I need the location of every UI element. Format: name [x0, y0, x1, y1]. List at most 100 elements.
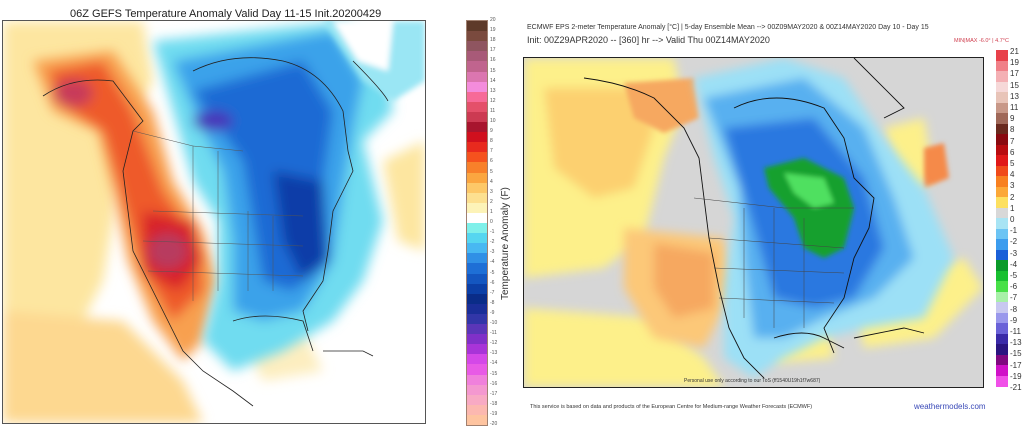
ecmwf-colorbar-tick-label: -17 [1010, 360, 1022, 370]
gefs-colorbar-segment [467, 273, 487, 285]
ecmwf-colorbar-segment [996, 207, 1008, 219]
gefs-colorbar-tick-label: -19 [490, 410, 498, 417]
ecmwf-warm-west-us [624, 228, 734, 348]
ecmwf-map-graphic: Personal use only according to our ToS (… [524, 58, 983, 387]
gefs-colorbar-tick-label: 13 [490, 87, 496, 94]
gefs-colorbar-segment [467, 212, 487, 224]
gefs-colorbar-segment [467, 344, 487, 355]
ecmwf-colorbar-segment [996, 123, 1008, 135]
gefs-colorbar-segment [467, 334, 487, 345]
gefs-colorbar-tick-label: -1 [490, 229, 495, 236]
gefs-colorbar-segment [467, 41, 487, 52]
ecmwf-colorbar-segment [996, 291, 1008, 303]
ecmwf-colorbar-segment [996, 186, 1008, 198]
gefs-colorbar-tick-label: 0 [490, 219, 493, 225]
ecmwf-colorbar-segment [996, 354, 1008, 366]
gefs-colorbar-tick-label: 12 [490, 97, 496, 104]
ecmwf-colorbar-segment [996, 344, 1008, 355]
ecmwf-colorbar-tick-label: -7 [1010, 293, 1018, 303]
ecmwf-colorbar-segment [996, 102, 1008, 114]
gefs-colorbar-tick-label: -10 [490, 320, 498, 326]
ecmwf-colorbar-segment [996, 333, 1008, 345]
gefs-anomaly-map [2, 20, 426, 424]
ecmwf-colorbar-segment [996, 302, 1008, 313]
ecmwf-minmax: MIN|MAX -6.0° | 4.7°C [954, 38, 1009, 44]
gefs-colorbar-segment [467, 31, 487, 42]
gefs-colorbar-tick-label: -3 [490, 249, 495, 256]
ecmwf-colorbar-tick-label: -9 [1010, 315, 1018, 325]
ecmwf-colorbar-segment [996, 228, 1008, 240]
ecmwf-colorbar-tick-label: -3 [1010, 248, 1018, 258]
gefs-colorbar-tick-label: -15 [490, 370, 498, 377]
gefs-colorbar-segment [467, 192, 487, 204]
ecmwf-colorbar-segment [996, 71, 1008, 82]
gefs-colorbar-segment [467, 91, 487, 103]
state-borders [132, 130, 304, 301]
gefs-colorbar-segment [467, 202, 487, 214]
gefs-colorbar-segment [467, 81, 487, 93]
gefs-colorbar-tick-label: 8 [490, 138, 493, 145]
ecmwf-borders [693, 197, 854, 328]
ecmwf-colorbar-segment [996, 365, 1008, 376]
ecmwf-colorbar-tick-label: -4 [1010, 259, 1018, 269]
ecmwf-colorbar-segment [996, 323, 1008, 334]
ecmwf-colorbar-tick-label: 4 [1010, 170, 1015, 180]
ecmwf-colorbar-segment [996, 375, 1008, 387]
gefs-colorbar-segment [467, 374, 487, 386]
gefs-colorbar-tick-label: 10 [490, 118, 496, 124]
ecmwf-colorbar-tick-label: -15 [1010, 349, 1022, 359]
gefs-colorbar-tick-label: -4 [490, 259, 495, 266]
gefs-colorbar-tick-label: -20 [490, 421, 498, 427]
gefs-colorbar-segment [467, 364, 487, 375]
ecmwf-colorbar-tick-label: 17 [1010, 69, 1019, 79]
gefs-colorbar-tick-label: -5 [490, 269, 495, 276]
ecmwf-header-line1: ECMWF EPS 2-meter Temperature Anomaly [°… [527, 24, 929, 31]
ecmwf-colorbar-tick-label: -13 [1010, 338, 1022, 348]
ecmwf-colorbar-segment [996, 113, 1008, 124]
coastlines [42, 57, 389, 407]
gefs-colorbar-segment [467, 354, 487, 365]
gefs-colorbar-tick-label: 9 [490, 128, 493, 135]
ecmwf-colorbar-tick-label: -19 [1010, 371, 1022, 381]
gefs-colorbar-segment [467, 152, 487, 163]
gefs-colorbar-tick-label: -7 [490, 289, 495, 296]
left-map-title: 06Z GEFS Temperature Anomaly Valid Day 1… [70, 8, 382, 20]
gefs-colorbar-tick-label: 2 [490, 198, 493, 205]
gefs-colorbar-tick-label: 11 [490, 107, 496, 114]
ecmwf-colorbar-segment [996, 249, 1008, 261]
gefs-colorbar-tick-label: -11 [490, 330, 497, 337]
gefs-colorbar-tick-label: -16 [490, 380, 498, 387]
ecmwf-anomaly-map: Personal use only according to our ToS (… [523, 57, 984, 388]
ecmwf-header-line2: Init: 00Z29APR2020 -- [360] hr --> Valid… [527, 35, 770, 45]
gefs-colorbar-segment [467, 182, 487, 194]
ecmwf-colorbar-segment [996, 176, 1008, 187]
cold-canada-field [153, 21, 393, 371]
gefs-colorbar-tick-label: -8 [490, 299, 495, 306]
gefs-colorbar-tick-label: -13 [490, 350, 498, 357]
ecmwf-colorbar-segment [996, 144, 1008, 156]
gefs-colorbar-tick-label: 18 [490, 37, 496, 44]
gefs-colorbar-segment [467, 132, 487, 143]
ecmwf-colorbar-segment [996, 165, 1008, 177]
gefs-colorbar-segment [467, 313, 487, 325]
ecmwf-coastlines [583, 58, 925, 379]
ecmwf-colorbar-tick-label: -8 [1010, 304, 1018, 314]
ecmwf-colorbar-tick-label: 5 [1010, 159, 1015, 168]
ecmwf-colorbar-tick-label: -2 [1010, 237, 1018, 247]
gefs-colorbar-tick-label: 7 [490, 148, 493, 155]
gefs-colorbar-segment [467, 172, 487, 184]
ecmwf-colorbar-tick-label: 15 [1010, 80, 1019, 90]
ecmwf-colorbar-tick-label: -5 [1010, 271, 1018, 280]
ecmwf-colorbar [996, 50, 1008, 387]
gefs-colorbar-title: Temperature Anomaly (F) [500, 187, 511, 300]
gefs-colorbar-segment [467, 394, 487, 406]
gefs-map-graphic [3, 21, 425, 423]
ecmwf-colorbar-tick-label: 0 [1010, 215, 1015, 224]
gefs-colorbar-tick-label: 5 [490, 168, 493, 175]
gefs-colorbar-tick-label: 1 [490, 208, 493, 215]
gefs-colorbar-tick-label: 20 [490, 17, 496, 23]
gefs-colorbar [466, 20, 488, 426]
ecmwf-colorbar-tick-label: -6 [1010, 282, 1018, 292]
site-link[interactable]: weathermodels.com [914, 402, 986, 411]
ecmwf-colorbar-segment [996, 239, 1008, 250]
